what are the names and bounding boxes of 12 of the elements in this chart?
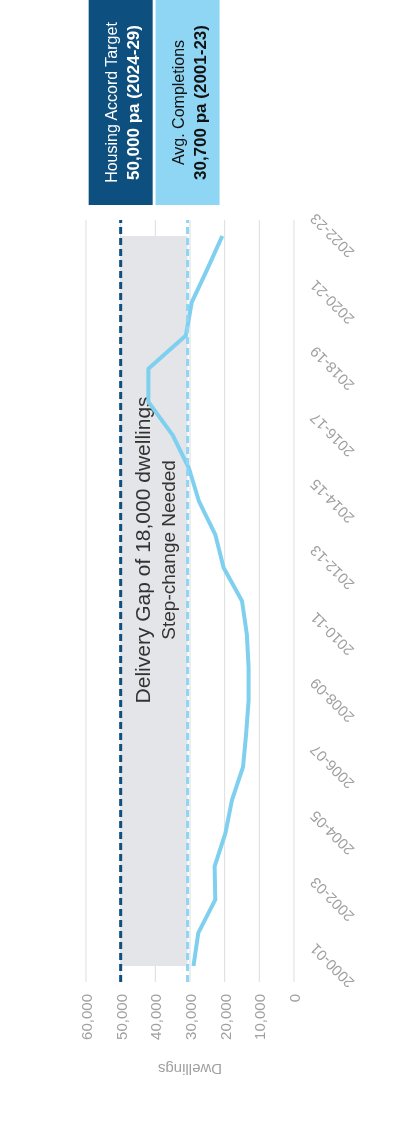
x-tick-label: 30,000 [182, 994, 199, 1040]
x-tick-label: 40,000 [147, 994, 165, 1040]
x-axis-title: Dwellings [157, 1061, 223, 1078]
band-label: Delivery Gap of 18,000 dwellings [130, 396, 154, 704]
ref-line-label: Housing Accord Target 50,000 pa (2024-29) [102, 21, 143, 183]
x-tick-label: 50,000 [112, 994, 130, 1040]
x-tick-label: 60,000 [78, 994, 95, 1040]
x-tick-label: 10,000 [251, 994, 269, 1040]
ref-line-label: Avg. Completions 30,700 pa (2001-23) [169, 25, 210, 180]
x-tick-label: 20,000 [216, 994, 234, 1040]
x-tick-label: 0 [286, 994, 303, 1003]
annotation: Step-change Needed [157, 460, 179, 640]
